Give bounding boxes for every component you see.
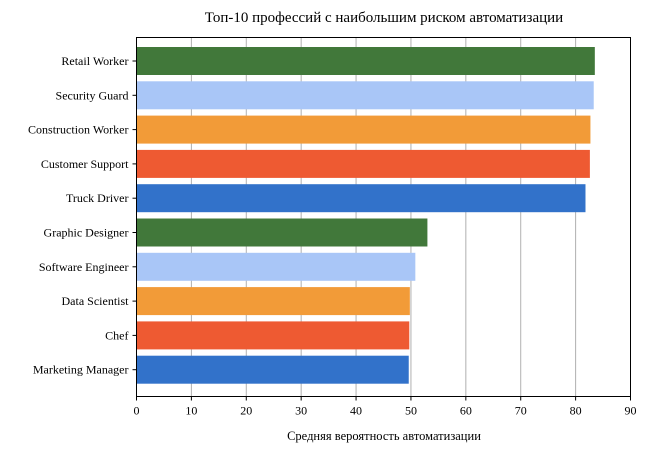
x-tick-label: 20 xyxy=(240,404,252,418)
x-tick-label: 30 xyxy=(295,404,307,418)
y-tick-label: Data Scientist xyxy=(62,294,130,308)
x-tick-label: 0 xyxy=(134,404,140,418)
chart-title: Топ-10 профессий с наибольшим риском авт… xyxy=(205,10,563,26)
x-tick-label: 70 xyxy=(515,404,527,418)
y-tick-label: Truck Driver xyxy=(66,191,129,205)
y-tick-label: Graphic Designer xyxy=(44,226,129,240)
x-tick-label: 60 xyxy=(460,404,472,418)
y-tick-label: Customer Support xyxy=(41,157,129,171)
x-tick-label: 50 xyxy=(405,404,417,418)
plot-frame xyxy=(136,37,631,397)
y-tick-label: Software Engineer xyxy=(39,260,129,274)
bar-construction-worker xyxy=(136,115,591,144)
bar-chef xyxy=(136,321,410,350)
bar-truck-driver xyxy=(136,184,586,213)
y-tick-label: Marketing Manager xyxy=(33,363,129,377)
x-tick-label: 40 xyxy=(350,404,362,418)
bar-marketing-manager xyxy=(136,355,409,384)
bar-graphic-designer xyxy=(136,218,428,247)
y-axis-ticks: Retail Worker Security Guard Construction … xyxy=(28,54,137,377)
x-axis-label: Средняя вероятность автоматизации xyxy=(287,429,481,443)
bar-software-engineer xyxy=(136,252,416,281)
bar-security-guard xyxy=(136,81,594,110)
y-tick-label: Retail Worker xyxy=(61,54,128,68)
x-axis-ticks: 0 10 20 30 40 50 60 70 80 90 xyxy=(134,396,637,418)
x-tick-label: 10 xyxy=(185,404,197,418)
bar-customer-support xyxy=(136,149,590,178)
y-tick-label: Security Guard xyxy=(56,88,129,102)
y-tick-label: Construction Worker xyxy=(28,123,128,137)
y-tick-label: Chef xyxy=(105,328,128,342)
bar-data-scientist xyxy=(136,287,410,316)
x-tick-label: 90 xyxy=(625,404,637,418)
x-tick-label: 80 xyxy=(570,404,582,418)
bars xyxy=(136,47,595,384)
bar-retail-worker xyxy=(136,47,595,75)
